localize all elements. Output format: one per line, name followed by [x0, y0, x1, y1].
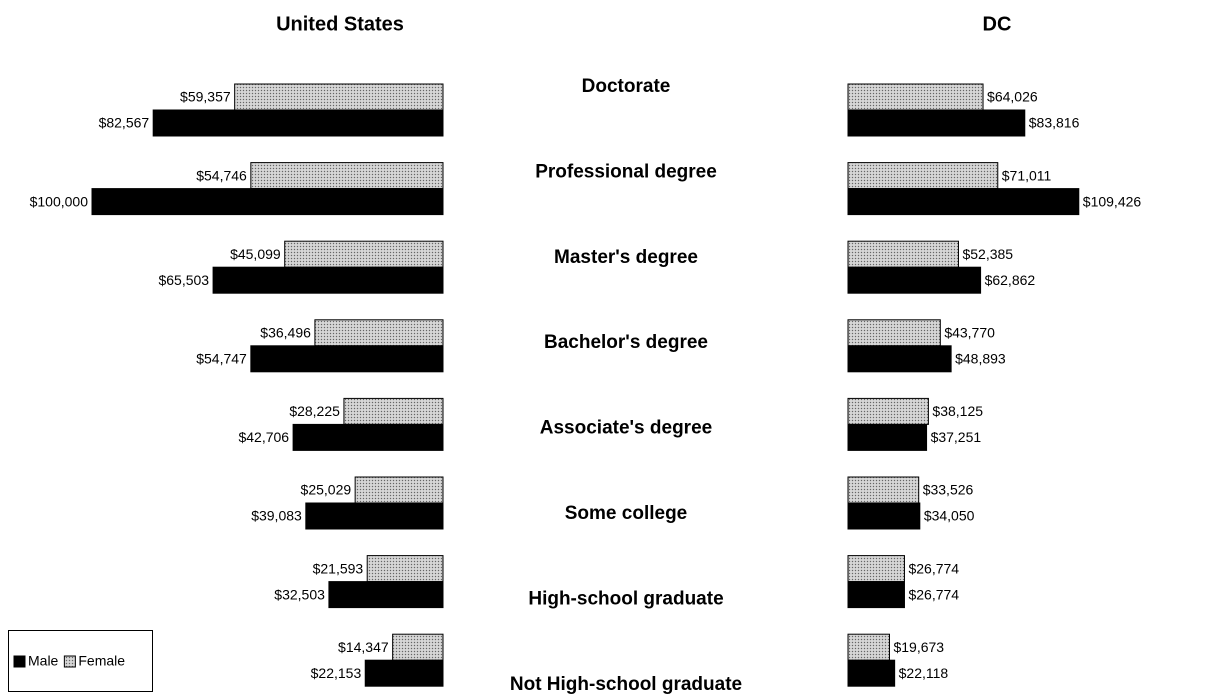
value-label: $59,357: [180, 89, 231, 105]
category-label: Bachelor's degree: [544, 332, 708, 353]
male-bar: [847, 188, 1080, 216]
value-label: $64,026: [987, 89, 1038, 105]
value-label: $83,816: [1029, 115, 1080, 131]
category-label: Some college: [565, 503, 688, 524]
male-bar: [364, 659, 444, 687]
value-label: $28,225: [289, 403, 340, 419]
female-bar: [847, 633, 890, 661]
value-label: $54,746: [196, 167, 247, 183]
value-label: $19,673: [893, 639, 944, 655]
value-label: $62,862: [985, 272, 1036, 288]
value-label: $33,526: [923, 482, 974, 498]
value-label: $22,153: [311, 665, 362, 681]
category-label: Associate's degree: [540, 418, 712, 439]
value-label: $82,567: [99, 115, 150, 131]
value-label: $43,770: [944, 325, 995, 341]
male-bar: [305, 502, 444, 530]
value-label: $71,011: [1002, 167, 1052, 183]
category-label: Professional degree: [535, 161, 717, 182]
value-label: $32,503: [274, 586, 325, 602]
value-label: $25,029: [301, 482, 352, 498]
female-bar: [366, 555, 444, 583]
category-label: Doctorate: [582, 76, 671, 97]
female-bar: [343, 397, 444, 425]
female-bar: [847, 397, 929, 425]
male-bar: [847, 659, 896, 687]
value-label: $36,496: [260, 325, 311, 341]
male-bar: [847, 109, 1026, 137]
value-label: $38,125: [932, 403, 983, 419]
male-bar: [152, 109, 444, 137]
male-bar: [292, 423, 444, 451]
female-bar: [314, 319, 444, 347]
value-label: $26,774: [908, 560, 959, 576]
value-label: $65,503: [158, 272, 209, 288]
female-bar: [847, 240, 959, 268]
female-bar: [250, 162, 444, 190]
value-label: $39,083: [251, 508, 302, 524]
legend-label: Male: [28, 653, 59, 669]
value-label: $34,050: [924, 508, 975, 524]
female-bar: [392, 633, 444, 661]
category-label: Not High-school graduate: [510, 674, 742, 695]
value-label: $26,774: [908, 586, 959, 602]
value-label: $22,118: [899, 665, 949, 681]
female-bar: [847, 319, 941, 347]
value-label: $14,347: [338, 639, 389, 655]
female-bar: [847, 476, 920, 504]
male-bar: [250, 345, 444, 373]
male-bar: [328, 581, 444, 609]
legend-box: [8, 630, 153, 692]
value-label: $37,251: [931, 429, 982, 445]
value-label: $100,000: [30, 193, 89, 209]
male-bar: [847, 423, 928, 451]
male-bar: [847, 581, 905, 609]
value-label: $109,426: [1083, 193, 1142, 209]
panel-title: DC: [983, 13, 1012, 35]
male-bar: [847, 345, 952, 373]
male-bar: [847, 502, 921, 530]
category-label: Master's degree: [554, 247, 698, 268]
male-bar: [91, 188, 444, 216]
female-bar: [354, 476, 444, 504]
female-bar: [234, 83, 444, 111]
legend-swatch: [63, 655, 76, 668]
value-label: $54,747: [196, 351, 247, 367]
male-bar: [847, 266, 982, 294]
female-bar: [284, 240, 444, 268]
value-label: $48,893: [955, 351, 1006, 367]
value-label: $52,385: [962, 246, 1013, 262]
category-label: High-school graduate: [528, 588, 723, 609]
value-label: $21,593: [313, 560, 364, 576]
female-bar: [847, 83, 984, 111]
legend-label: Female: [78, 653, 125, 669]
legend-swatch: [13, 655, 26, 668]
panel-title: United States: [276, 13, 404, 35]
value-label: $45,099: [230, 246, 281, 262]
value-label: $42,706: [238, 429, 289, 445]
male-bar: [212, 266, 444, 294]
female-bar: [847, 555, 905, 583]
female-bar: [847, 162, 999, 190]
